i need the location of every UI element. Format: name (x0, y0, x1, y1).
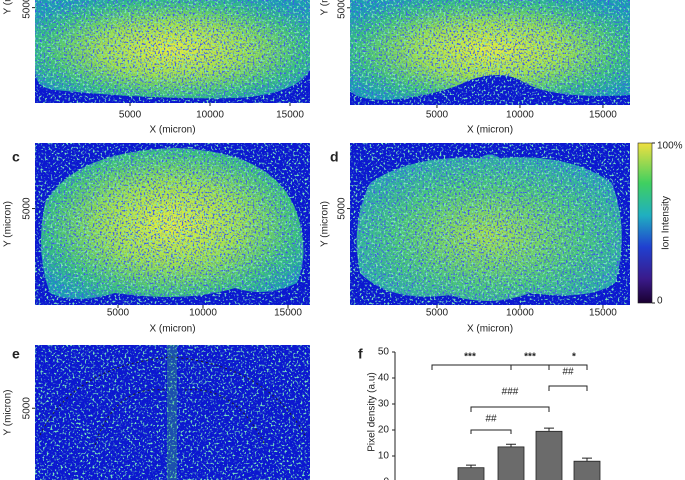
panel-label: f (358, 346, 363, 362)
x-tick-label: 10000 (506, 308, 534, 319)
speckle (35, 143, 310, 305)
speckle (350, 0, 630, 105)
speckle (350, 143, 630, 305)
colorbar (637, 142, 653, 304)
error-bar (466, 464, 476, 468)
bar (535, 430, 563, 480)
x-tick-label: 5000 (107, 308, 130, 319)
ion-image (350, 0, 630, 105)
significance-label: ### (502, 387, 519, 398)
x-tick-label: 10000 (189, 308, 217, 319)
error-bar (544, 427, 554, 432)
y-tick-label: 5000 (337, 0, 348, 19)
y-axis-label: Y (micron) (320, 201, 331, 247)
image-panel (35, 345, 310, 480)
ion-image (35, 0, 310, 103)
ion-image (35, 143, 310, 305)
speckle (35, 0, 310, 103)
bar (573, 460, 601, 480)
y-tick-label: 10 (378, 451, 390, 462)
y-axis-label: Y (micron) (3, 390, 14, 436)
y-tick-label: 0 (383, 477, 389, 480)
y-tick-label: 40 (378, 373, 390, 384)
x-tick-label: 15000 (276, 110, 304, 121)
significance-label: *** (524, 352, 536, 363)
error-bar (582, 457, 592, 462)
y-tick-label: 5000 (22, 0, 33, 19)
x-tick-label: 5000 (426, 110, 449, 121)
bracket (431, 364, 588, 370)
image-panel (35, 143, 310, 305)
x-axis-label: X (micron) (149, 125, 195, 136)
colorbar-label: Ion Intensity (661, 196, 672, 250)
ion-image (35, 345, 310, 480)
bracket (470, 385, 588, 434)
significance-label: ## (562, 367, 574, 378)
x-axis-label: X (micron) (467, 324, 513, 335)
image-panel (350, 143, 630, 305)
x-tick-label: 5000 (426, 308, 449, 319)
bar (497, 446, 525, 480)
y-axis-label: Y (micron) (320, 0, 331, 15)
significance-label: * (572, 352, 576, 363)
bar (457, 467, 485, 480)
y-axis-label: Pixel density (a.u) (367, 372, 378, 451)
panel-label: d (330, 149, 339, 165)
significance-label: *** (464, 352, 476, 363)
colorbar-tick-label: 0 (657, 296, 663, 307)
y-tick-label: 20 (378, 425, 390, 436)
x-axis-label: X (micron) (149, 324, 195, 335)
x-tick-label: 15000 (274, 308, 302, 319)
x-tick-label: 15000 (589, 308, 617, 319)
y-tick-label: 5000 (337, 197, 348, 220)
y-axis-label: Y (micron) (3, 0, 14, 14)
ion-image (350, 143, 630, 305)
y-tick-label: 5000 (22, 197, 33, 220)
x-axis-label: X (micron) (467, 125, 513, 136)
error-bar (506, 443, 516, 447)
x-tick-label: 10000 (196, 110, 224, 121)
panel-label: c (12, 149, 20, 165)
speckle (35, 345, 310, 480)
image-panel (350, 0, 630, 105)
y-tick-label: 5000 (22, 397, 33, 420)
image-panel (35, 0, 310, 103)
x-tick-label: 10000 (506, 110, 534, 121)
colorbar-tick-label: 100% (657, 141, 683, 152)
x-tick-label: 5000 (119, 110, 142, 121)
midline (167, 345, 177, 480)
x-tick-label: 15000 (589, 110, 617, 121)
y-axis-label: Y (micron) (3, 201, 14, 247)
y-tick-label: 30 (378, 399, 390, 410)
y-tick-label: 50 (378, 347, 390, 358)
panel-label: e (12, 346, 20, 362)
region-outline (39, 356, 306, 446)
significance-label: ## (485, 414, 497, 425)
